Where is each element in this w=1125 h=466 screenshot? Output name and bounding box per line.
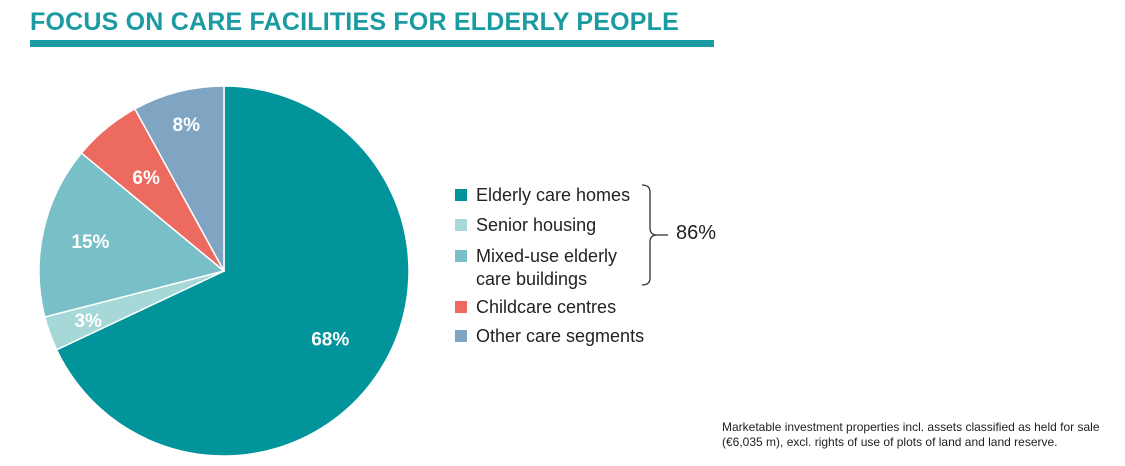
pie-slice-2	[38, 152, 226, 318]
group-total-label: 86%	[676, 222, 717, 244]
legend-swatch-2	[455, 250, 467, 262]
footnote: Marketable investment properties incl. a…	[722, 420, 1100, 449]
pie-slice-label-3: 6%	[132, 168, 160, 189]
legend-label-0: Elderly care homes	[476, 185, 631, 205]
title-underline	[30, 40, 714, 47]
legend-item-2: Mixed-use elderly care buildings	[455, 245, 617, 291]
page-title: FOCUS ON CARE FACILITIES FOR ELDERLY PEO…	[30, 8, 679, 36]
pie-slice-label-1: 3%	[74, 311, 102, 332]
pie-slice-label-0: 68%	[311, 329, 349, 350]
legend-item-1: Senior housing	[455, 214, 596, 237]
legend-swatch-0	[455, 189, 467, 201]
pie-slice-label-2: 15%	[71, 232, 109, 253]
legend-item-3: Childcare centres	[455, 296, 616, 319]
legend-swatch-1	[455, 219, 467, 231]
pie-slice-0	[55, 85, 410, 457]
legend-label-4: Other care segments	[476, 326, 645, 346]
group-bracket	[641, 184, 668, 286]
legend-label-2: Mixed-use elderly care buildings	[476, 246, 618, 289]
pie-slice-label-4: 8%	[173, 115, 201, 136]
legend-swatch-4	[455, 330, 467, 342]
pie-slice-4	[133, 85, 225, 272]
legend-swatch-3	[455, 301, 467, 313]
legend-item-0: Elderly care homes	[455, 184, 630, 207]
legend-label-1: Senior housing	[476, 215, 597, 235]
legend-label-3: Childcare centres	[476, 297, 617, 317]
legend-item-4: Other care segments	[455, 325, 644, 348]
